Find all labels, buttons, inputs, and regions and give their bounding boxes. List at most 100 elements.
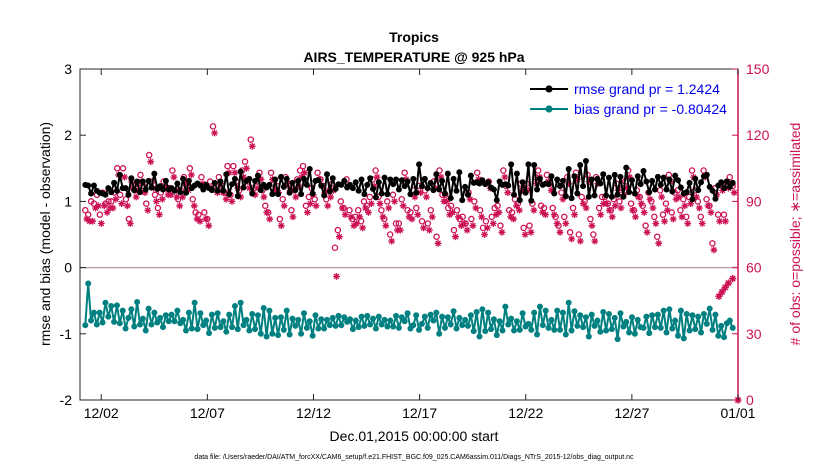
- obs-assimilated-point: [417, 189, 425, 196]
- rmse-point: [375, 179, 382, 186]
- chart-subtitle: AIRS_TEMPERATURE @ 925 hPa: [303, 49, 524, 65]
- obs-possible-point: [105, 198, 112, 205]
- obs-assimilated-point: [643, 228, 651, 236]
- rmse-point: [444, 170, 451, 177]
- rmse-point: [511, 191, 518, 198]
- obs-possible-point: [688, 167, 696, 174]
- bias-point: [508, 315, 515, 322]
- obs-assimilated-point: [179, 193, 187, 201]
- obs-possible-point: [447, 202, 455, 210]
- bias-point: [614, 336, 621, 343]
- obs-assimilated-point: [376, 200, 384, 208]
- obs-possible-point: [395, 220, 403, 227]
- rmse-point: [652, 186, 659, 193]
- bias-point: [427, 311, 434, 318]
- rmse-point: [200, 186, 207, 193]
- rmse-point: [332, 185, 339, 192]
- rmse-series: [82, 158, 736, 204]
- obs-assimilated-point: [623, 184, 631, 192]
- bias-point: [404, 310, 411, 317]
- obs-assimilated-point: [582, 204, 590, 212]
- obs-assimilated-point: [547, 186, 555, 194]
- obs-assimilated-point: [373, 173, 381, 181]
- y-tick-label-right: 120: [746, 127, 770, 143]
- obs-assimilated-point: [100, 202, 108, 210]
- bias-point: [565, 299, 572, 306]
- y-tick-label-left: -2: [60, 392, 73, 408]
- bias-point: [214, 310, 221, 317]
- y-tick-label-right: 30: [746, 326, 762, 342]
- obs-assimilated-point: [176, 202, 184, 210]
- bias-point: [211, 324, 218, 331]
- obs-assimilated-point: [132, 193, 140, 201]
- bias-point: [459, 322, 466, 329]
- obs-assimilated-point: [704, 202, 712, 210]
- rmse-point: [568, 195, 575, 202]
- bias-point: [370, 315, 377, 322]
- obs-possible-point: [558, 189, 565, 196]
- rmse-point: [358, 176, 365, 183]
- rmse-point: [464, 191, 471, 198]
- obs-assimilated-point: [556, 228, 564, 236]
- rmse-point: [640, 167, 647, 174]
- obs-assimilated-point: [89, 217, 97, 225]
- obs-possible-point: [578, 193, 585, 201]
- rmse-point: [131, 187, 138, 194]
- rmse-point: [162, 177, 169, 184]
- obs-assimilated-point: [257, 175, 265, 183]
- rmse-point: [257, 187, 264, 194]
- obs-assimilated-point: [521, 231, 529, 238]
- obs-possible-point: [145, 151, 153, 159]
- bias-point: [410, 322, 417, 329]
- bias-point: [237, 299, 244, 306]
- obs-possible-point: [616, 198, 623, 205]
- obs-assimilated-point: [684, 220, 692, 227]
- bias-point: [513, 318, 520, 325]
- obs-assimilated-point: [562, 220, 570, 227]
- obs-assimilated-point: [574, 175, 581, 183]
- rmse-point: [666, 176, 673, 183]
- obs-assimilated-point: [646, 195, 654, 203]
- rmse-point: [571, 173, 578, 180]
- obs-assimilated-point: [147, 158, 155, 166]
- obs-possible-point: [119, 165, 127, 172]
- rmse-point: [416, 161, 423, 168]
- obs-assimilated-point: [457, 222, 465, 230]
- rmse-point: [407, 191, 414, 198]
- obs-assimilated-point: [109, 204, 117, 212]
- bias-point: [416, 326, 423, 333]
- obs-assimilated-point: [92, 204, 99, 212]
- rmse-point: [646, 189, 653, 196]
- bias-point: [421, 313, 428, 320]
- bias-point: [240, 322, 247, 329]
- obs-possible-point: [116, 191, 124, 199]
- rmse-point: [729, 179, 736, 186]
- bias-point: [165, 318, 172, 325]
- obs-possible-point: [575, 231, 583, 238]
- bias-point: [375, 313, 382, 320]
- obs-possible-point: [494, 202, 501, 210]
- obs-assimilated-point: [626, 173, 634, 181]
- bias-point: [183, 327, 190, 334]
- obs-assimilated-point: [338, 204, 346, 212]
- obs-possible-point: [143, 200, 150, 207]
- obs-possible-point: [392, 220, 400, 227]
- obs-assimilated-point: [501, 173, 509, 181]
- rmse-point: [90, 182, 97, 189]
- x-tick-label: 12/27: [614, 405, 649, 421]
- obs-assimilated-point: [481, 231, 488, 238]
- obs-assimilated-point: [495, 209, 503, 216]
- bias-point: [677, 307, 684, 314]
- obs-possible-point: [709, 240, 716, 247]
- rmse-point: [134, 178, 141, 185]
- rmse-point: [145, 177, 152, 184]
- bias-point: [269, 330, 276, 337]
- rmse-point: [513, 170, 520, 177]
- bias-point: [712, 311, 719, 318]
- obs-assimilated-point: [277, 222, 285, 230]
- rmse-point: [654, 173, 661, 180]
- rmse-point: [234, 193, 241, 200]
- rmse-point: [424, 185, 431, 192]
- bias-point: [462, 316, 469, 323]
